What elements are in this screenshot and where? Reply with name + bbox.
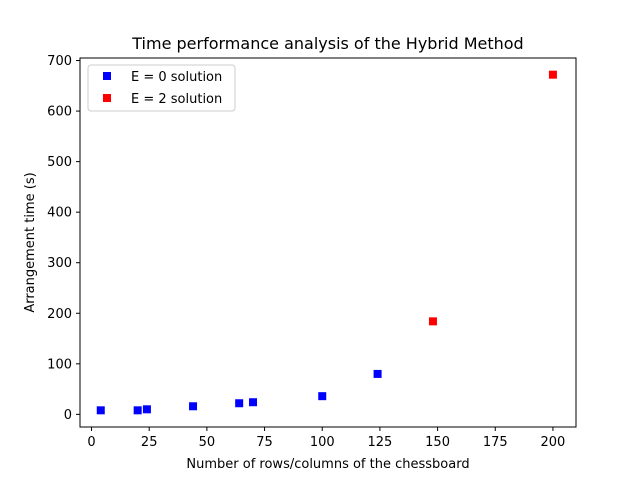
data-point (235, 399, 244, 408)
data-point (249, 398, 258, 407)
legend-marker (103, 72, 111, 80)
axis-ticks: 0 25 50 75 100 125 150 175 200 0 100 200 300 400 500 60… (47, 54, 565, 450)
y-axis-label: Arrangement time (s) (23, 172, 38, 312)
data-point (142, 405, 151, 414)
x-tick-label: 150 (425, 435, 450, 450)
data-point (428, 317, 437, 326)
chart-title: Time performance analysis of the Hybrid … (131, 34, 523, 53)
y-tick-label: 300 (47, 256, 72, 271)
data-point (189, 402, 198, 411)
y-tick-label: 600 (47, 105, 72, 120)
x-tick-label: 0 (87, 435, 95, 450)
x-tick-label: 100 (310, 435, 335, 450)
legend-box (87, 64, 236, 112)
data-point (133, 406, 142, 415)
x-tick-label: 25 (141, 435, 158, 450)
data-point (373, 369, 382, 378)
y-tick-label: 700 (47, 54, 72, 69)
legend: E = 0 solution E = 2 solution (87, 64, 236, 112)
data-points (96, 70, 557, 415)
data-point (96, 406, 105, 415)
y-tick-label: 200 (47, 307, 72, 322)
x-tick-label: 125 (367, 435, 392, 450)
x-tick-label: 75 (256, 435, 273, 450)
x-axis-label: Number of rows/columns of the chessboard (186, 457, 469, 472)
y-tick-label: 100 (47, 357, 72, 372)
y-tick-label: 0 (64, 408, 72, 423)
y-tick-label: 500 (47, 155, 72, 170)
data-point (548, 70, 557, 79)
legend-marker (103, 94, 111, 102)
x-tick-label: 175 (483, 435, 508, 450)
x-tick-label: 50 (199, 435, 216, 450)
legend-label: E = 2 solution (131, 92, 222, 107)
data-point (318, 392, 327, 401)
plot-frame (79, 57, 577, 428)
y-tick-label: 400 (47, 206, 72, 221)
x-tick-label: 200 (541, 435, 566, 450)
legend-label: E = 0 solution (131, 70, 222, 85)
